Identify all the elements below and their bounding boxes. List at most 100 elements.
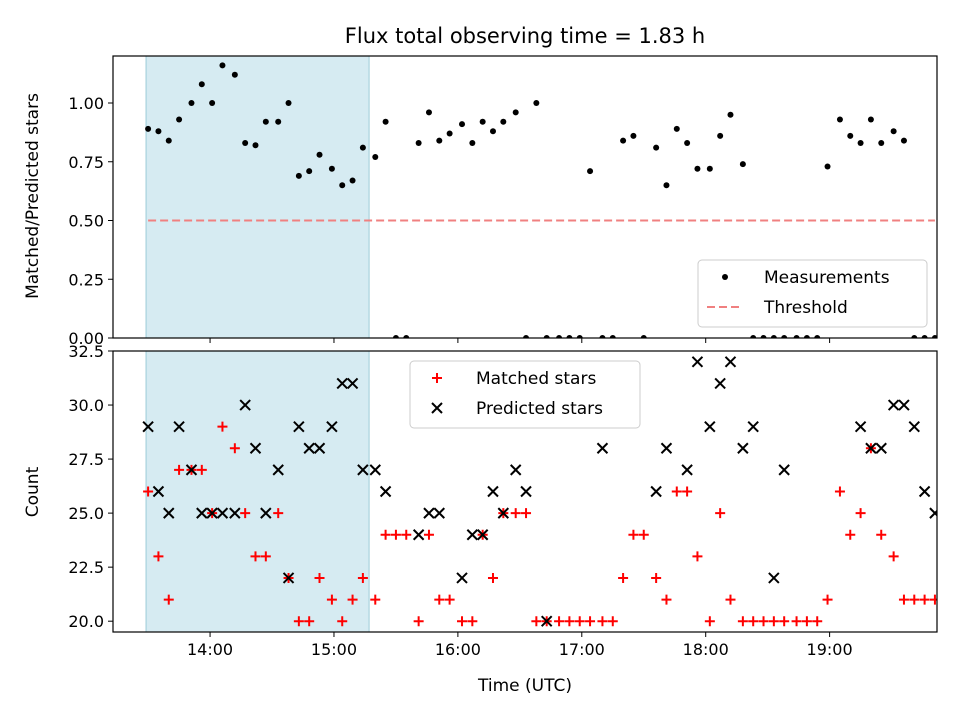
predicted-stars-point — [206, 507, 218, 519]
matched-stars-point — [748, 616, 759, 627]
matched-stars-point — [423, 529, 434, 540]
matched-stars-point — [174, 464, 185, 475]
predicted-stars-point — [476, 529, 489, 541]
measurement-point — [921, 335, 928, 338]
matched-stars-point — [347, 594, 358, 605]
matched-stars-point — [768, 616, 779, 627]
measurement-point — [436, 137, 443, 144]
measurement-point — [188, 100, 195, 106]
measurement-point — [500, 118, 507, 125]
predicted-stars-point — [346, 377, 359, 390]
measurement-point — [382, 118, 389, 125]
measurement-point — [155, 128, 162, 135]
measurement-point — [836, 116, 843, 123]
measurement-point — [479, 118, 486, 125]
matched-stars-point — [250, 551, 261, 562]
matched-stars-point — [240, 508, 251, 519]
matched-stars-point — [273, 508, 284, 519]
measurement-point — [803, 335, 810, 338]
matched-stars-point — [715, 508, 726, 519]
predicted-stars-point — [929, 507, 937, 519]
xtick-label: 18:00 — [683, 640, 729, 659]
measurement-point — [295, 172, 302, 179]
legend-matched-stars-marker — [432, 373, 442, 383]
measurement-point — [770, 335, 777, 338]
matched-stars-point — [651, 572, 662, 583]
measurement-point — [587, 168, 594, 175]
predicted-stars-point — [303, 442, 315, 454]
xtick-label: 16:00 — [435, 640, 481, 659]
matched-stars-point — [531, 616, 542, 627]
measurement-point — [372, 154, 379, 161]
matched-stars-point — [638, 529, 649, 540]
matched-stars-point — [357, 572, 368, 583]
matched-stars-point — [457, 616, 468, 627]
measurement-point — [403, 335, 410, 338]
predicted-stars-point — [768, 572, 780, 584]
measurement-point — [176, 116, 183, 123]
xtick-label: 15:00 — [311, 640, 357, 659]
measurement-point — [576, 335, 583, 338]
predicted-stars-point — [704, 420, 716, 433]
predicted-stars-point — [691, 356, 704, 368]
measurement-point — [824, 163, 831, 170]
predicted-stars-point — [239, 399, 251, 411]
measurement-point — [252, 142, 259, 149]
bottom-ytick-label: 30.0 — [68, 396, 104, 415]
measurement-point — [469, 139, 476, 146]
measurement-point — [459, 121, 466, 128]
predicted-stars-point — [865, 442, 877, 454]
measurement-point — [523, 335, 530, 338]
measurement-point — [931, 335, 937, 338]
measurement-point — [328, 165, 335, 172]
measurement-point — [446, 130, 453, 137]
predicted-stars-point — [229, 507, 241, 519]
measurement-point — [653, 144, 660, 151]
measurement-point — [285, 100, 292, 106]
top-ytick-label: 1.00 — [68, 94, 104, 113]
matched-stars-point — [812, 616, 823, 627]
matched-stars-point — [628, 529, 639, 540]
predicted-stars-point — [681, 464, 693, 476]
matched-stars-point — [855, 508, 866, 519]
matched-stars-point — [671, 486, 682, 497]
predicted-stars-point — [887, 399, 900, 411]
measurement-point — [911, 335, 918, 338]
measurement-point — [425, 109, 432, 116]
measurement-point — [717, 132, 724, 139]
measurement-point — [275, 118, 282, 125]
matched-stars-point — [618, 572, 629, 583]
top-legend-box — [697, 259, 928, 328]
matched-stars-point — [779, 616, 790, 627]
matched-stars-point — [260, 551, 271, 562]
predicted-stars-point — [487, 485, 499, 498]
predicted-stars-point — [196, 507, 208, 519]
matched-stars-point — [229, 443, 240, 454]
matched-stars-point — [380, 529, 391, 540]
matched-stars-point — [444, 594, 455, 605]
measurement-point — [793, 335, 800, 338]
matched-stars-point — [326, 594, 337, 605]
legend-label: Measurements — [764, 268, 890, 288]
bottom-ytick-label: 32.5 — [68, 342, 104, 361]
predicted-stars-point — [423, 507, 435, 519]
predicted-stars-point — [660, 442, 673, 454]
matched-stars-point — [510, 508, 521, 519]
matched-stars-point — [413, 616, 424, 627]
predicted-stars-point — [466, 529, 479, 541]
predicted-stars-point — [714, 377, 726, 390]
bottom-ylabel: Count — [23, 466, 43, 517]
predicted-stars-point — [520, 485, 532, 498]
predicted-stars-point — [326, 420, 338, 433]
measurement-point — [620, 137, 627, 144]
matched-stars-point — [692, 551, 703, 562]
matched-stars-point — [574, 616, 585, 627]
predicted-stars-point — [357, 464, 369, 476]
predicted-stars-point — [369, 464, 381, 476]
predicted-stars-point — [313, 442, 326, 454]
bottom-ytick-label: 27.5 — [68, 450, 104, 469]
measurement-point — [857, 139, 864, 146]
top-axes-frame — [112, 55, 938, 339]
top-ytick-label: 0.00 — [68, 329, 104, 348]
